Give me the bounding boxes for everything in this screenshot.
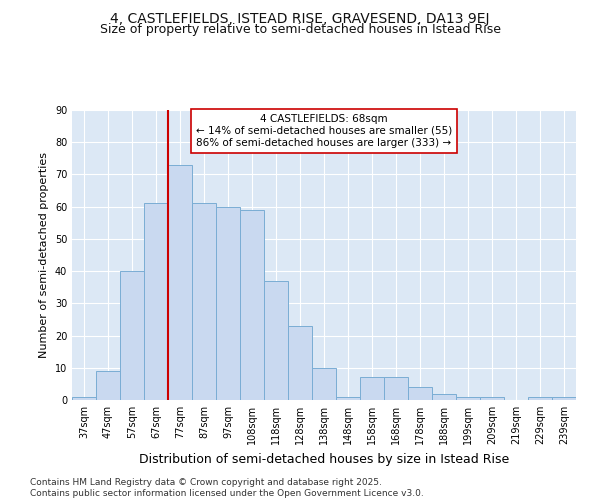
- Bar: [456, 397, 480, 400]
- Text: 4, CASTLEFIELDS, ISTEAD RISE, GRAVESEND, DA13 9EJ: 4, CASTLEFIELDS, ISTEAD RISE, GRAVESEND,…: [110, 12, 490, 26]
- Bar: [432, 394, 456, 400]
- Y-axis label: Number of semi-detached properties: Number of semi-detached properties: [39, 152, 49, 358]
- Bar: [168, 165, 192, 400]
- Bar: [264, 281, 288, 400]
- Bar: [288, 326, 312, 400]
- Bar: [96, 371, 120, 400]
- Text: Contains HM Land Registry data © Crown copyright and database right 2025.
Contai: Contains HM Land Registry data © Crown c…: [30, 478, 424, 498]
- Bar: [552, 397, 576, 400]
- Text: Size of property relative to semi-detached houses in Istead Rise: Size of property relative to semi-detach…: [100, 22, 500, 36]
- Bar: [336, 397, 360, 400]
- Bar: [72, 397, 96, 400]
- Bar: [408, 387, 432, 400]
- Bar: [360, 378, 384, 400]
- Bar: [216, 206, 240, 400]
- Bar: [240, 210, 264, 400]
- Text: 4 CASTLEFIELDS: 68sqm
← 14% of semi-detached houses are smaller (55)
86% of semi: 4 CASTLEFIELDS: 68sqm ← 14% of semi-deta…: [196, 114, 452, 148]
- Bar: [120, 271, 144, 400]
- Bar: [528, 397, 552, 400]
- Bar: [144, 204, 168, 400]
- X-axis label: Distribution of semi-detached houses by size in Istead Rise: Distribution of semi-detached houses by …: [139, 452, 509, 466]
- Bar: [312, 368, 336, 400]
- Bar: [192, 204, 216, 400]
- Bar: [384, 378, 408, 400]
- Bar: [480, 397, 504, 400]
